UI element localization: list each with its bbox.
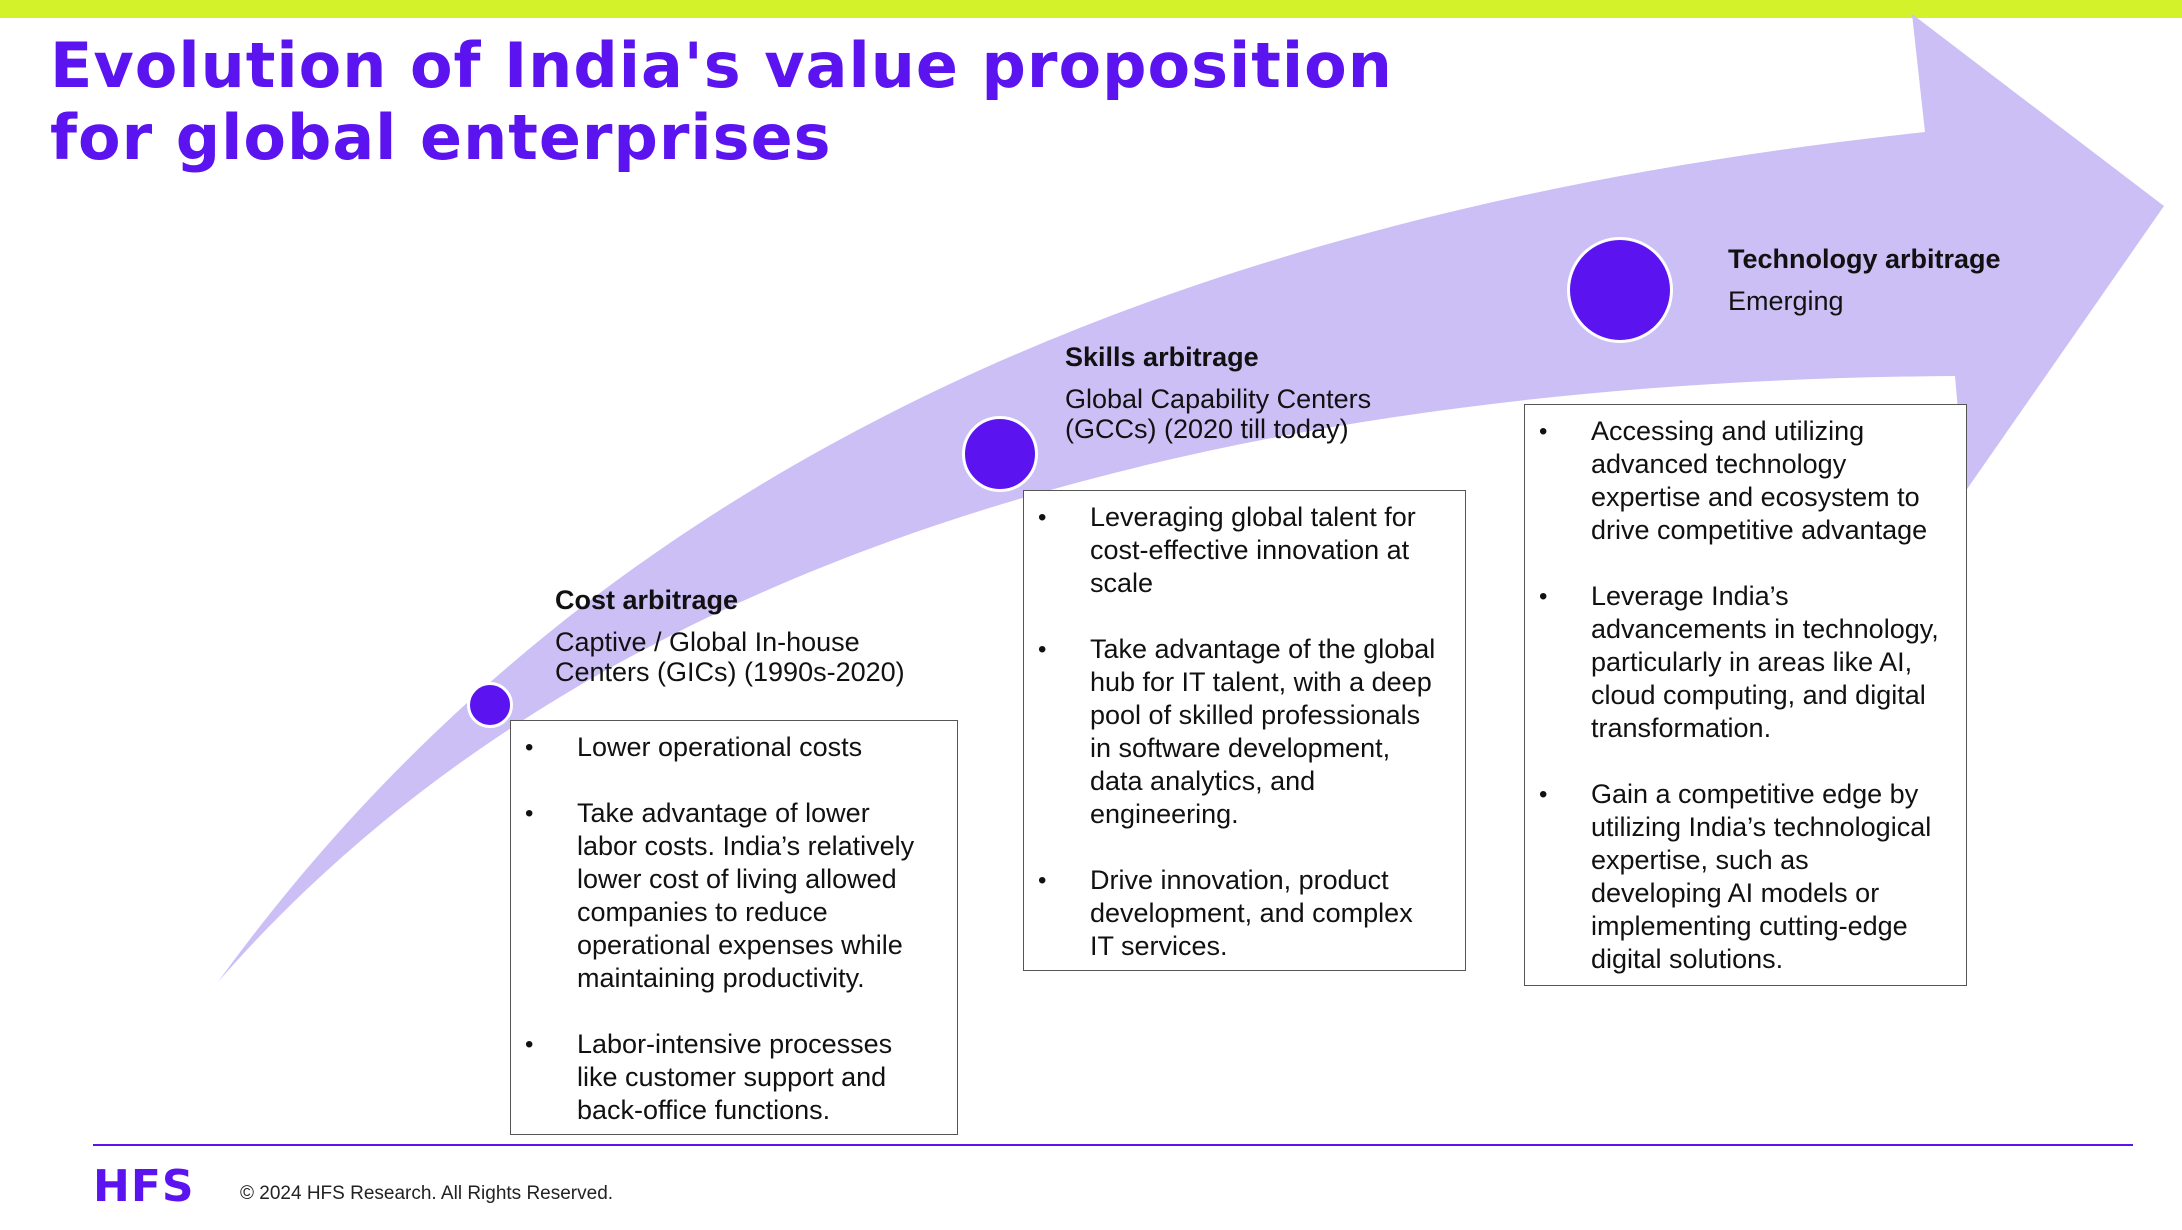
bullet-item: • Gain a competitive edge by utilizing I… — [1525, 778, 1952, 976]
stage-marker-technology — [1567, 237, 1673, 343]
bullet-line: advancements in technology, — [1591, 613, 1952, 646]
bullet-item: • Drive innovation, product development,… — [1024, 864, 1451, 963]
title-line-2: for global enterprises — [50, 102, 1750, 174]
bullet-line: Leveraging global talent for — [1090, 501, 1451, 534]
bullet-line: advanced technology — [1591, 448, 1952, 481]
copyright-text: © 2024 HFS Research. All Rights Reserved… — [240, 1183, 613, 1205]
bullet-item: • Lower operational costs — [511, 731, 943, 764]
bullet-glyph: • — [1539, 778, 1547, 811]
bullet-line: companies to reduce — [577, 896, 943, 929]
bullet-line: hub for IT talent, with a deep — [1090, 666, 1451, 699]
bullet-glyph: • — [1038, 501, 1046, 534]
stage-marker-skills — [962, 416, 1038, 492]
bullet-line: developing AI models or — [1591, 877, 1952, 910]
bullet-line: expertise and ecosystem to — [1591, 481, 1952, 514]
bullet-line: expertise, such as — [1591, 844, 1952, 877]
bullet-line: data analytics, and — [1090, 765, 1451, 798]
stage-subtitle-line: (GCCs) (2020 till today) — [1065, 414, 1371, 444]
stage-subtitle-line: Centers (GICs) (1990s-2020) — [555, 657, 905, 687]
bullet-item: • Take advantage of the global hub for I… — [1024, 633, 1451, 831]
bullet-glyph: • — [1539, 580, 1547, 613]
bullet-line: Labor-intensive processes — [577, 1028, 943, 1061]
stage-box-skills: • Leveraging global talent for cost-effe… — [1023, 490, 1466, 971]
hfs-logo: HFS — [93, 1163, 195, 1211]
bullet-text: Take advantage of lower labor costs. Ind… — [577, 797, 943, 995]
bullet-line: Accessing and utilizing — [1591, 415, 1952, 448]
bullet-line: Gain a competitive edge by — [1591, 778, 1952, 811]
stage-title-skills: Skills arbitrage — [1065, 341, 1259, 373]
bullet-glyph: • — [1038, 633, 1046, 666]
bullet-text: Leverage India’s advancements in technol… — [1591, 580, 1952, 745]
bullet-line: Drive innovation, product — [1090, 864, 1451, 897]
bullet-list-skills: • Leveraging global talent for cost-effe… — [1024, 501, 1451, 963]
bullet-line: implementing cutting-edge — [1591, 910, 1952, 943]
bullet-line: Leverage India’s — [1591, 580, 1952, 613]
stage-subtitle-line: Emerging — [1728, 286, 1844, 316]
bullet-line: particularly in areas like AI, — [1591, 646, 1952, 679]
bullet-text: Accessing and utilizing advanced technol… — [1591, 415, 1952, 547]
bullet-line: drive competitive advantage — [1591, 514, 1952, 547]
bullet-text: Lower operational costs — [577, 731, 943, 764]
bullet-item: • Accessing and utilizing advanced techn… — [1525, 415, 1952, 547]
bullet-list-cost: • Lower operational costs • Take advanta… — [511, 731, 943, 1127]
bullet-list-technology: • Accessing and utilizing advanced techn… — [1525, 415, 1952, 976]
bullet-text: Gain a competitive edge by utilizing Ind… — [1591, 778, 1952, 976]
bullet-line: lower cost of living allowed — [577, 863, 943, 896]
bullet-line: transformation. — [1591, 712, 1952, 745]
bullet-line: like customer support and — [577, 1061, 943, 1094]
bullet-item: • Labor-intensive processes like custome… — [511, 1028, 943, 1127]
bullet-text: Leveraging global talent for cost-effect… — [1090, 501, 1451, 600]
bullet-glyph: • — [525, 797, 533, 830]
bullet-line: Lower operational costs — [577, 731, 943, 764]
bullet-glyph: • — [1038, 864, 1046, 897]
bullet-line: utilizing India’s technological — [1591, 811, 1952, 844]
bullet-line: back-office functions. — [577, 1094, 943, 1127]
bullet-line: IT services. — [1090, 930, 1451, 963]
bullet-line: Take advantage of lower — [577, 797, 943, 830]
stage-subtitle-line: Global Capability Centers — [1065, 384, 1371, 414]
title-line-1: Evolution of India's value proposition — [50, 30, 1750, 102]
bullet-glyph: • — [525, 731, 533, 764]
bullet-line: labor costs. India’s relatively — [577, 830, 943, 863]
bullet-glyph: • — [525, 1028, 533, 1061]
bullet-line: Take advantage of the global — [1090, 633, 1451, 666]
bullet-glyph: • — [1539, 415, 1547, 448]
bullet-text: Labor-intensive processes like customer … — [577, 1028, 943, 1127]
stage-box-technology: • Accessing and utilizing advanced techn… — [1524, 404, 1967, 986]
bullet-line: in software development, — [1090, 732, 1451, 765]
stage-box-cost: • Lower operational costs • Take advanta… — [510, 720, 958, 1135]
stage-subtitle-technology: Emerging — [1728, 286, 1844, 316]
bullet-line: cloud computing, and digital — [1591, 679, 1952, 712]
stage-subtitle-line: Captive / Global In-house — [555, 627, 905, 657]
bullet-line: operational expenses while — [577, 929, 943, 962]
bullet-item: • Leveraging global talent for cost-effe… — [1024, 501, 1451, 600]
bullet-line: development, and complex — [1090, 897, 1451, 930]
page-title: Evolution of India's value proposition f… — [50, 30, 1750, 174]
bullet-line: scale — [1090, 567, 1451, 600]
bullet-text: Drive innovation, product development, a… — [1090, 864, 1451, 963]
stage-subtitle-skills: Global Capability Centers (GCCs) (2020 t… — [1065, 384, 1371, 444]
stage-title-technology: Technology arbitrage — [1728, 243, 2001, 275]
bullet-line: engineering. — [1090, 798, 1451, 831]
bullet-line: cost-effective innovation at — [1090, 534, 1451, 567]
bullet-text: Take advantage of the global hub for IT … — [1090, 633, 1451, 831]
stage-subtitle-cost: Captive / Global In-house Centers (GICs)… — [555, 627, 905, 687]
bullet-line: maintaining productivity. — [577, 962, 943, 995]
bullet-line: digital solutions. — [1591, 943, 1952, 976]
stage-marker-cost — [467, 682, 513, 728]
bullet-line: pool of skilled professionals — [1090, 699, 1451, 732]
bullet-item: • Leverage India’s advancements in techn… — [1525, 580, 1952, 745]
bullet-item: • Take advantage of lower labor costs. I… — [511, 797, 943, 995]
stage-title-cost: Cost arbitrage — [555, 584, 738, 616]
footer-divider — [93, 1144, 2133, 1146]
